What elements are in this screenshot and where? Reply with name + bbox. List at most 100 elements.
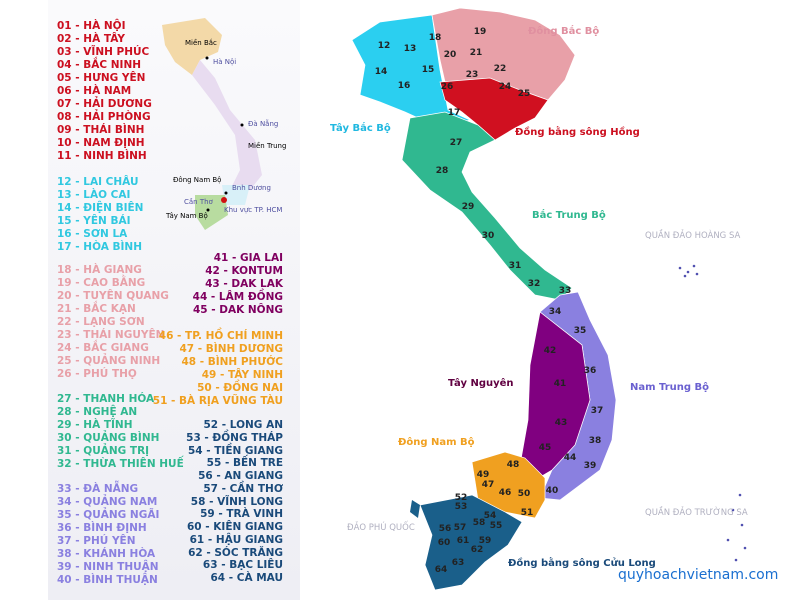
province-number: 54 — [484, 511, 497, 521]
province-number: 32 — [528, 279, 541, 289]
legend-item: 61 - HẬU GIANG — [189, 533, 283, 546]
inset-label: Cần Thơ — [184, 198, 214, 206]
legend-item: 58 - VĨNH LONG — [190, 495, 283, 508]
region-label: Đông Bắc Bộ — [528, 24, 599, 37]
province-number: 20 — [444, 50, 457, 60]
province-number: 59 — [479, 536, 492, 546]
legend-group: 33 - ĐÀ NẴNG 34 - QUẢNG NAM 35 - QUẢNG NGÃ… — [57, 483, 159, 587]
legend-item: 59 - TRÀ VINH — [200, 508, 283, 521]
province-number: 36 — [584, 366, 597, 376]
legend-item: 03 - VĨNH PHÚC — [57, 46, 150, 58]
legend-item: 44 - LÂM ĐỒNG — [192, 291, 283, 303]
province-number: 17 — [448, 108, 461, 118]
legend-item: 27 - THANH HÓA — [57, 393, 155, 405]
hoang-sa-islands — [678, 264, 699, 278]
inset-label: Hà Nội — [213, 58, 236, 66]
legend-item: 56 - AN GIANG — [198, 470, 283, 482]
inset-label: Đông Nam Bộ — [173, 176, 221, 184]
province-number: 28 — [436, 166, 449, 176]
province-number: 14 — [375, 67, 388, 77]
inset-mien-bac — [162, 18, 222, 75]
legend-item: 55 - BẾN TRE — [206, 457, 283, 470]
province-number: 53 — [455, 502, 468, 512]
legend-item: 06 - HÀ NAM — [57, 85, 132, 97]
region-label: Đồng bằng sông Hồng — [515, 125, 640, 138]
legend-group: 41 - GIA LAI 42 - KONTUM 43 - DAK LAK 44 - … — [193, 252, 283, 317]
province-number: 35 — [574, 326, 587, 336]
legend-item: 60 - KIÊN GIANG — [187, 521, 283, 533]
province-number: 16 — [398, 81, 411, 91]
legend-item: 48 - BÌNH PHƯỚC — [181, 356, 283, 368]
inset-label: Đà Nẵng — [248, 119, 278, 128]
region-label: Đông Nam Bộ — [398, 436, 475, 448]
province-number: 33 — [559, 286, 572, 296]
province-number: 30 — [482, 231, 495, 241]
province-number: 13 — [404, 44, 417, 54]
legend-item: 13 - LÀO CAI — [57, 189, 131, 201]
province-number: 19 — [474, 27, 487, 37]
region-label: Bắc Trung Bộ — [532, 208, 606, 221]
legend-item: 09 - THÁI BÌNH — [57, 124, 145, 136]
province-number: 48 — [507, 460, 520, 470]
province-number: 56 — [439, 524, 452, 534]
province-number: 45 — [539, 443, 552, 453]
province-number: 34 — [549, 307, 562, 317]
legend-item: 36 - BÌNH ĐỊNH — [57, 522, 147, 534]
legend-group: 18 - HÀ GIANG 19 - CAO BẰNG 20 - TUYÊN QUA… — [57, 264, 169, 381]
truong-sa-islands — [726, 493, 747, 562]
legend-item: 57 - CẦN THƠ — [203, 482, 283, 495]
province-number: 43 — [555, 418, 568, 428]
province-number: 31 — [509, 261, 522, 271]
province-number: 38 — [589, 436, 602, 446]
province-numbers: 12 13 14 15 16 17 18 19 20 21 22 23 24 25 26 27 28 29 30 31… — [375, 27, 604, 575]
legend-item: 29 - HÀ TĨNH — [57, 419, 133, 431]
inset-label: Miền Bắc — [185, 38, 217, 47]
inset-label: Miền Trung — [248, 142, 286, 150]
province-number: 23 — [466, 70, 479, 80]
legend-item: 34 - QUẢNG NAM — [57, 496, 158, 508]
legend-item: 53 - ĐỒNG THÁP — [186, 431, 283, 444]
province-number: 49 — [477, 470, 490, 480]
legend-item: 30 - QUẢNG BÌNH — [57, 432, 160, 444]
province-number: 40 — [546, 486, 559, 496]
legend-item: 46 - TP. HỒ CHÍ MINH — [158, 330, 283, 342]
region-tay-nguyen — [519, 311, 591, 481]
legend-item: 04 - BẮC NINH — [57, 59, 142, 71]
region-label: Nam Trung Bộ — [630, 381, 709, 393]
region-dong-bang-song-hong — [439, 77, 549, 141]
legend-item: 40 - BÌNH THUẬN — [57, 574, 158, 586]
legend-item: 05 - HƯNG YÊN — [57, 72, 146, 84]
legend-item: 08 - HẢI PHÒNG — [57, 111, 151, 123]
province-number: 58 — [473, 518, 486, 528]
legend-item: 15 - YÊN BÁI — [57, 215, 131, 227]
watermark[interactable]: quyhoachvietnam.com — [618, 567, 779, 583]
region-label: QUẦN ĐẢO HOÀNG SA — [645, 228, 741, 241]
region-label: Tây Nguyên — [448, 377, 514, 389]
region-bac-trung-bo — [401, 111, 573, 301]
inset-dong-nam-bo — [222, 185, 250, 205]
province-number: 62 — [471, 545, 484, 555]
province-number: 21 — [470, 48, 483, 58]
legend-item: 21 - BẮC KẠN — [57, 303, 136, 315]
legend-item: 63 - BẠC LIÊU — [202, 559, 283, 572]
inset-label: Bnh Dương — [232, 184, 271, 192]
legend-item: 42 - KONTUM — [205, 265, 283, 277]
legend-group: 12 - LAI CHÂU 13 - LÀO CAI 14 - ĐIỆN BIÊN 1… — [57, 176, 143, 254]
region-label: ĐẢO PHÚ QUỐC — [347, 520, 415, 533]
legend-item: 11 - NINH BÌNH — [57, 150, 147, 162]
legend-item: 43 - DAK LAK — [205, 278, 283, 290]
legend-group: 46 - TP. HỒ CHÍ MINH 47 - BÌNH DƯƠNG 48 - … — [153, 330, 283, 408]
legend-item: 25 - QUẢNG NINH — [57, 355, 161, 367]
province-number: 18 — [429, 33, 442, 43]
legend-item: 24 - BẮC GIANG — [57, 342, 149, 354]
legend-item: 41 - GIA LAI — [213, 252, 283, 264]
legend-item: 02 - HÀ TÂY — [57, 33, 125, 45]
legend-group: 52 - LONG AN 53 - ĐỒNG THÁP 54 - TIỀN GIAN… — [186, 419, 283, 585]
inset-label: Tây Nam Bộ — [165, 212, 208, 220]
inset-map: Miền Bắc Hà Nội Đà Nẵng Miền Trung Đông … — [162, 18, 286, 230]
province-number: 22 — [494, 64, 507, 74]
inset-tay-nam-bo — [195, 195, 228, 230]
province-number: 60 — [438, 538, 451, 548]
region-label: Tây Bắc Bộ — [330, 121, 391, 134]
province-number: 61 — [457, 536, 470, 546]
